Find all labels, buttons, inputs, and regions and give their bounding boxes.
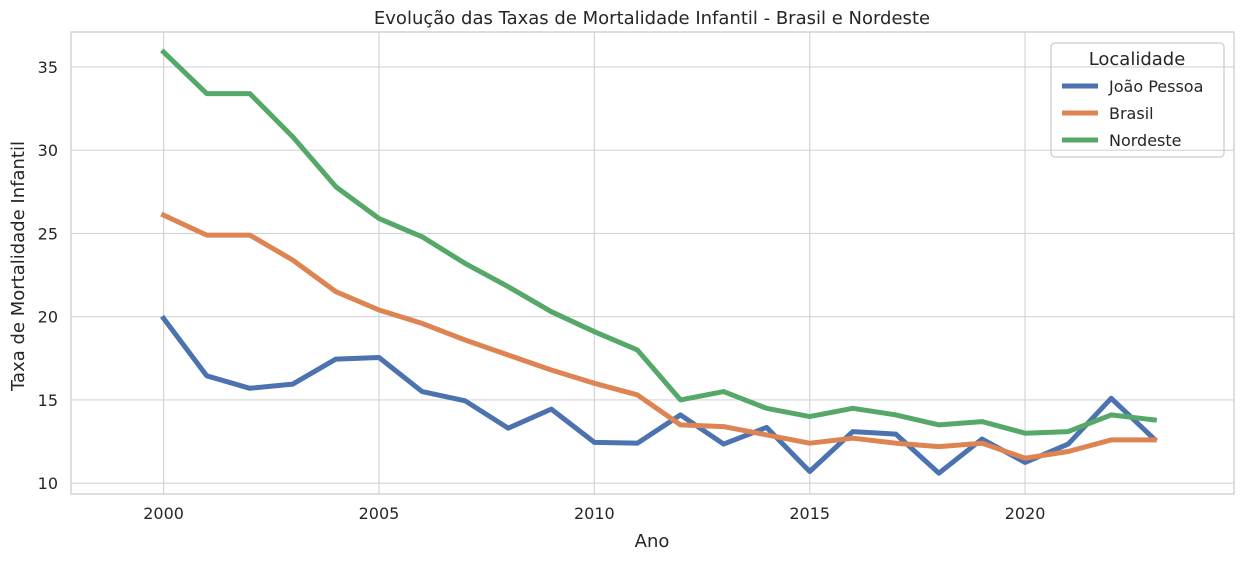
x-tick-label: 2005 — [359, 504, 400, 523]
y-tick-label: 15 — [38, 391, 58, 410]
x-tick-label: 2010 — [574, 504, 615, 523]
tick-labels: 2000 2005 2010 2015 2020 10 15 20 25 30 35 — [38, 58, 1046, 523]
y-tick-label: 35 — [38, 58, 58, 77]
plot-frame — [70, 31, 1235, 495]
y-axis-label: Taxa de Mortalidade Infantil — [8, 141, 29, 392]
legend-box — [1050, 42, 1225, 158]
legend-label: Nordeste — [1109, 131, 1182, 150]
y-tick-label: 20 — [38, 308, 58, 327]
y-tick-label: 10 — [38, 474, 58, 493]
x-tick-label: 2020 — [1005, 504, 1046, 523]
legend: Localidade João Pessoa Brasil Nordeste — [1050, 42, 1225, 158]
legend-title: Localidade — [1089, 49, 1186, 70]
grid — [71, 32, 1234, 494]
legend-label: Brasil — [1109, 104, 1154, 123]
y-tick-label: 30 — [38, 141, 58, 160]
series-line-1 — [160, 211, 1157, 461]
chart-title: Evolução das Taxas de Mortalidade Infant… — [374, 8, 930, 29]
plot-lines — [160, 48, 1158, 476]
series-line-2 — [160, 48, 1158, 436]
y-tick-label: 25 — [38, 224, 58, 243]
x-tick-label: 2000 — [143, 504, 184, 523]
legend-label: João Pessoa — [1108, 77, 1203, 96]
series-line-0 — [160, 314, 1158, 476]
x-tick-label: 2015 — [789, 504, 830, 523]
x-axis-label: Ano — [635, 531, 670, 552]
